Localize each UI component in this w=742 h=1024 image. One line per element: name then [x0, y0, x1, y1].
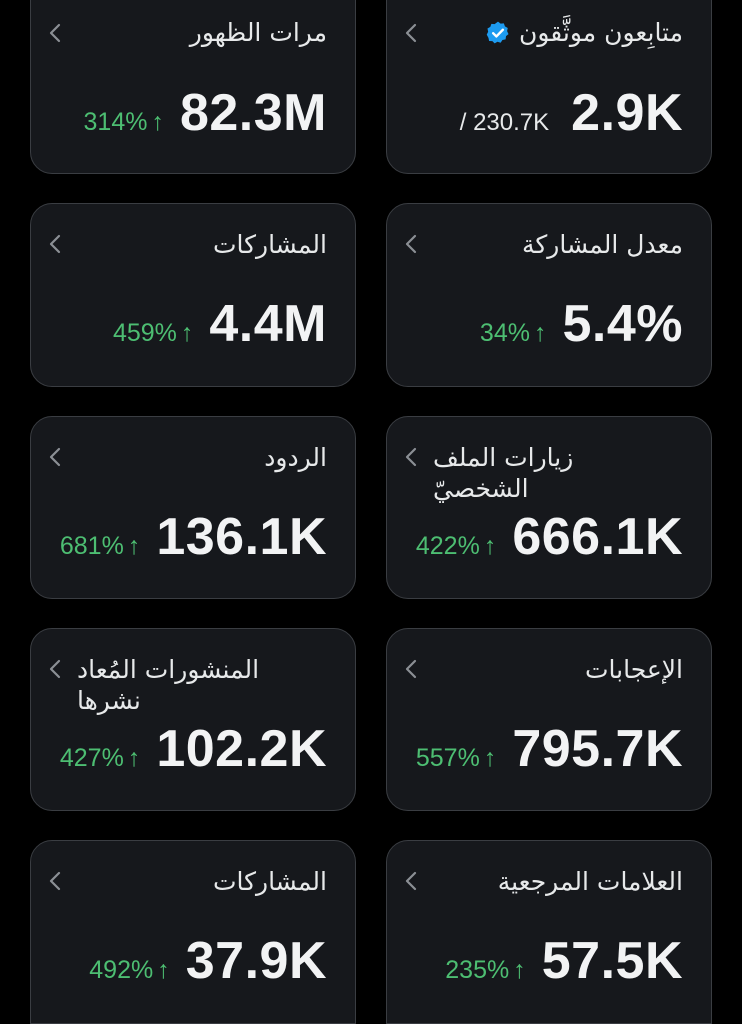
- change-indicator: 492% ↑: [89, 956, 169, 985]
- card-title: المنشورات المُعاد نشرها: [77, 654, 327, 716]
- metric-value: 82.3M: [179, 84, 327, 142]
- impressions-card[interactable]: مرات الظهور 314% ↑ 82.3M: [30, 0, 356, 174]
- metric-value: 4.4M: [209, 295, 327, 353]
- chevron-left-icon: [45, 23, 65, 43]
- metric-value: 136.1K: [156, 508, 327, 566]
- arrow-up-icon: ↑: [483, 532, 497, 560]
- change-percent: 235%: [445, 956, 510, 984]
- change-percent: 422%: [415, 532, 480, 560]
- card-title-line-1: زيارات الملف: [433, 443, 574, 472]
- chevron-left-icon: [45, 234, 65, 254]
- card-title: معدل المشاركة: [522, 230, 683, 259]
- metric-value: 102.2K: [156, 720, 327, 778]
- change-percent: 314%: [83, 108, 148, 136]
- value-row: 557% ↑ 795.7K: [416, 719, 683, 779]
- metric-value: 666.1K: [512, 508, 683, 566]
- chevron-left-icon: [45, 871, 65, 891]
- metric-value: 2.9K: [571, 84, 683, 142]
- total-followers: / 230.7K: [459, 109, 550, 136]
- metric-value: 795.7K: [512, 720, 683, 778]
- change-percent: 459%: [112, 319, 177, 347]
- card-title: الإعجابات: [585, 655, 683, 684]
- chevron-left-icon: [401, 871, 421, 891]
- replies-card[interactable]: الردود 681% ↑ 136.1K: [30, 416, 356, 599]
- chevron-left-icon: [45, 659, 65, 679]
- change-indicator: 34% ↑: [480, 319, 547, 348]
- likes-card[interactable]: الإعجابات 557% ↑ 795.7K: [386, 628, 712, 811]
- change-percent: 557%: [415, 744, 480, 772]
- change-indicator: 235% ↑: [445, 956, 525, 985]
- change-indicator: 427% ↑: [60, 744, 140, 773]
- arrow-up-icon: ↑: [151, 108, 164, 136]
- value-row: 681% ↑ 136.1K: [60, 507, 327, 567]
- reposts-card[interactable]: المنشورات المُعاد نشرها 427% ↑ 102.2K: [30, 628, 356, 811]
- arrow-up-icon: ↑: [127, 744, 141, 772]
- card-title: متابِعون موثَّقون: [433, 17, 683, 48]
- verified-followers-card[interactable]: متابِعون موثَّقون / 230.7K 2.9K: [386, 0, 712, 174]
- card-title-line-2: نشرها: [77, 686, 141, 715]
- arrow-up-icon: ↑: [533, 319, 547, 347]
- arrow-up-icon: ↑: [513, 956, 526, 984]
- engagement-rate-card[interactable]: معدل المشاركة 34% ↑ 5.4%: [386, 203, 712, 387]
- profile-visits-card[interactable]: زيارات الملف الشخصيّ 422% ↑ 666.1K: [386, 416, 712, 599]
- metric-value: 37.9K: [185, 932, 327, 990]
- engagements-card[interactable]: المشاركات 459% ↑ 4.4M: [30, 203, 356, 387]
- change-percent: 34%: [479, 319, 530, 347]
- value-row: 459% ↑ 4.4M: [113, 294, 327, 354]
- chevron-left-icon: [401, 234, 421, 254]
- chevron-left-icon: [401, 23, 421, 43]
- card-title: الردود: [264, 443, 327, 472]
- change-indicator: 422% ↑: [416, 532, 496, 561]
- card-title: العلامات المرجعية: [497, 867, 683, 896]
- change-indicator: 557% ↑: [416, 744, 496, 773]
- arrow-up-icon: ↑: [157, 956, 170, 984]
- change-indicator: 314% ↑: [84, 108, 164, 137]
- card-title-line-2: الشخصيّ: [433, 474, 529, 503]
- value-row: 427% ↑ 102.2K: [60, 719, 327, 779]
- value-row: 235% ↑ 57.5K: [445, 931, 683, 991]
- value-row: 422% ↑ 666.1K: [416, 507, 683, 567]
- arrow-up-icon: ↑: [127, 532, 141, 560]
- change-percent: 492%: [89, 956, 154, 984]
- chevron-left-icon: [401, 447, 421, 467]
- bookmarks-card[interactable]: العلامات المرجعية 235% ↑ 57.5K: [386, 840, 712, 1024]
- metric-value: 57.5K: [541, 932, 683, 990]
- arrow-up-icon: ↑: [180, 319, 194, 347]
- metric-value: 5.4%: [562, 295, 683, 353]
- verified-badge-icon: [485, 20, 511, 46]
- card-title: المشاركات: [212, 230, 327, 259]
- card-title-line-1: المنشورات المُعاد: [77, 655, 260, 684]
- change-percent: 427%: [59, 744, 124, 772]
- chevron-left-icon: [401, 659, 421, 679]
- card-title: زيارات الملف الشخصيّ: [433, 442, 683, 504]
- shares-card[interactable]: المشاركات 492% ↑ 37.9K: [30, 840, 356, 1024]
- card-title-text: متابِعون موثَّقون: [519, 18, 683, 47]
- chevron-left-icon: [45, 447, 65, 467]
- value-row: 492% ↑ 37.9K: [89, 931, 327, 991]
- change-indicator: 681% ↑: [60, 532, 140, 561]
- change-percent: 681%: [59, 532, 124, 560]
- change-indicator: 459% ↑: [113, 319, 193, 348]
- value-row: 314% ↑ 82.3M: [84, 83, 327, 143]
- value-row: 34% ↑ 5.4%: [480, 294, 683, 354]
- card-title: المشاركات: [212, 867, 327, 896]
- value-row: / 230.7K 2.9K: [460, 83, 683, 143]
- arrow-up-icon: ↑: [483, 744, 497, 772]
- card-title: مرات الظهور: [189, 18, 327, 47]
